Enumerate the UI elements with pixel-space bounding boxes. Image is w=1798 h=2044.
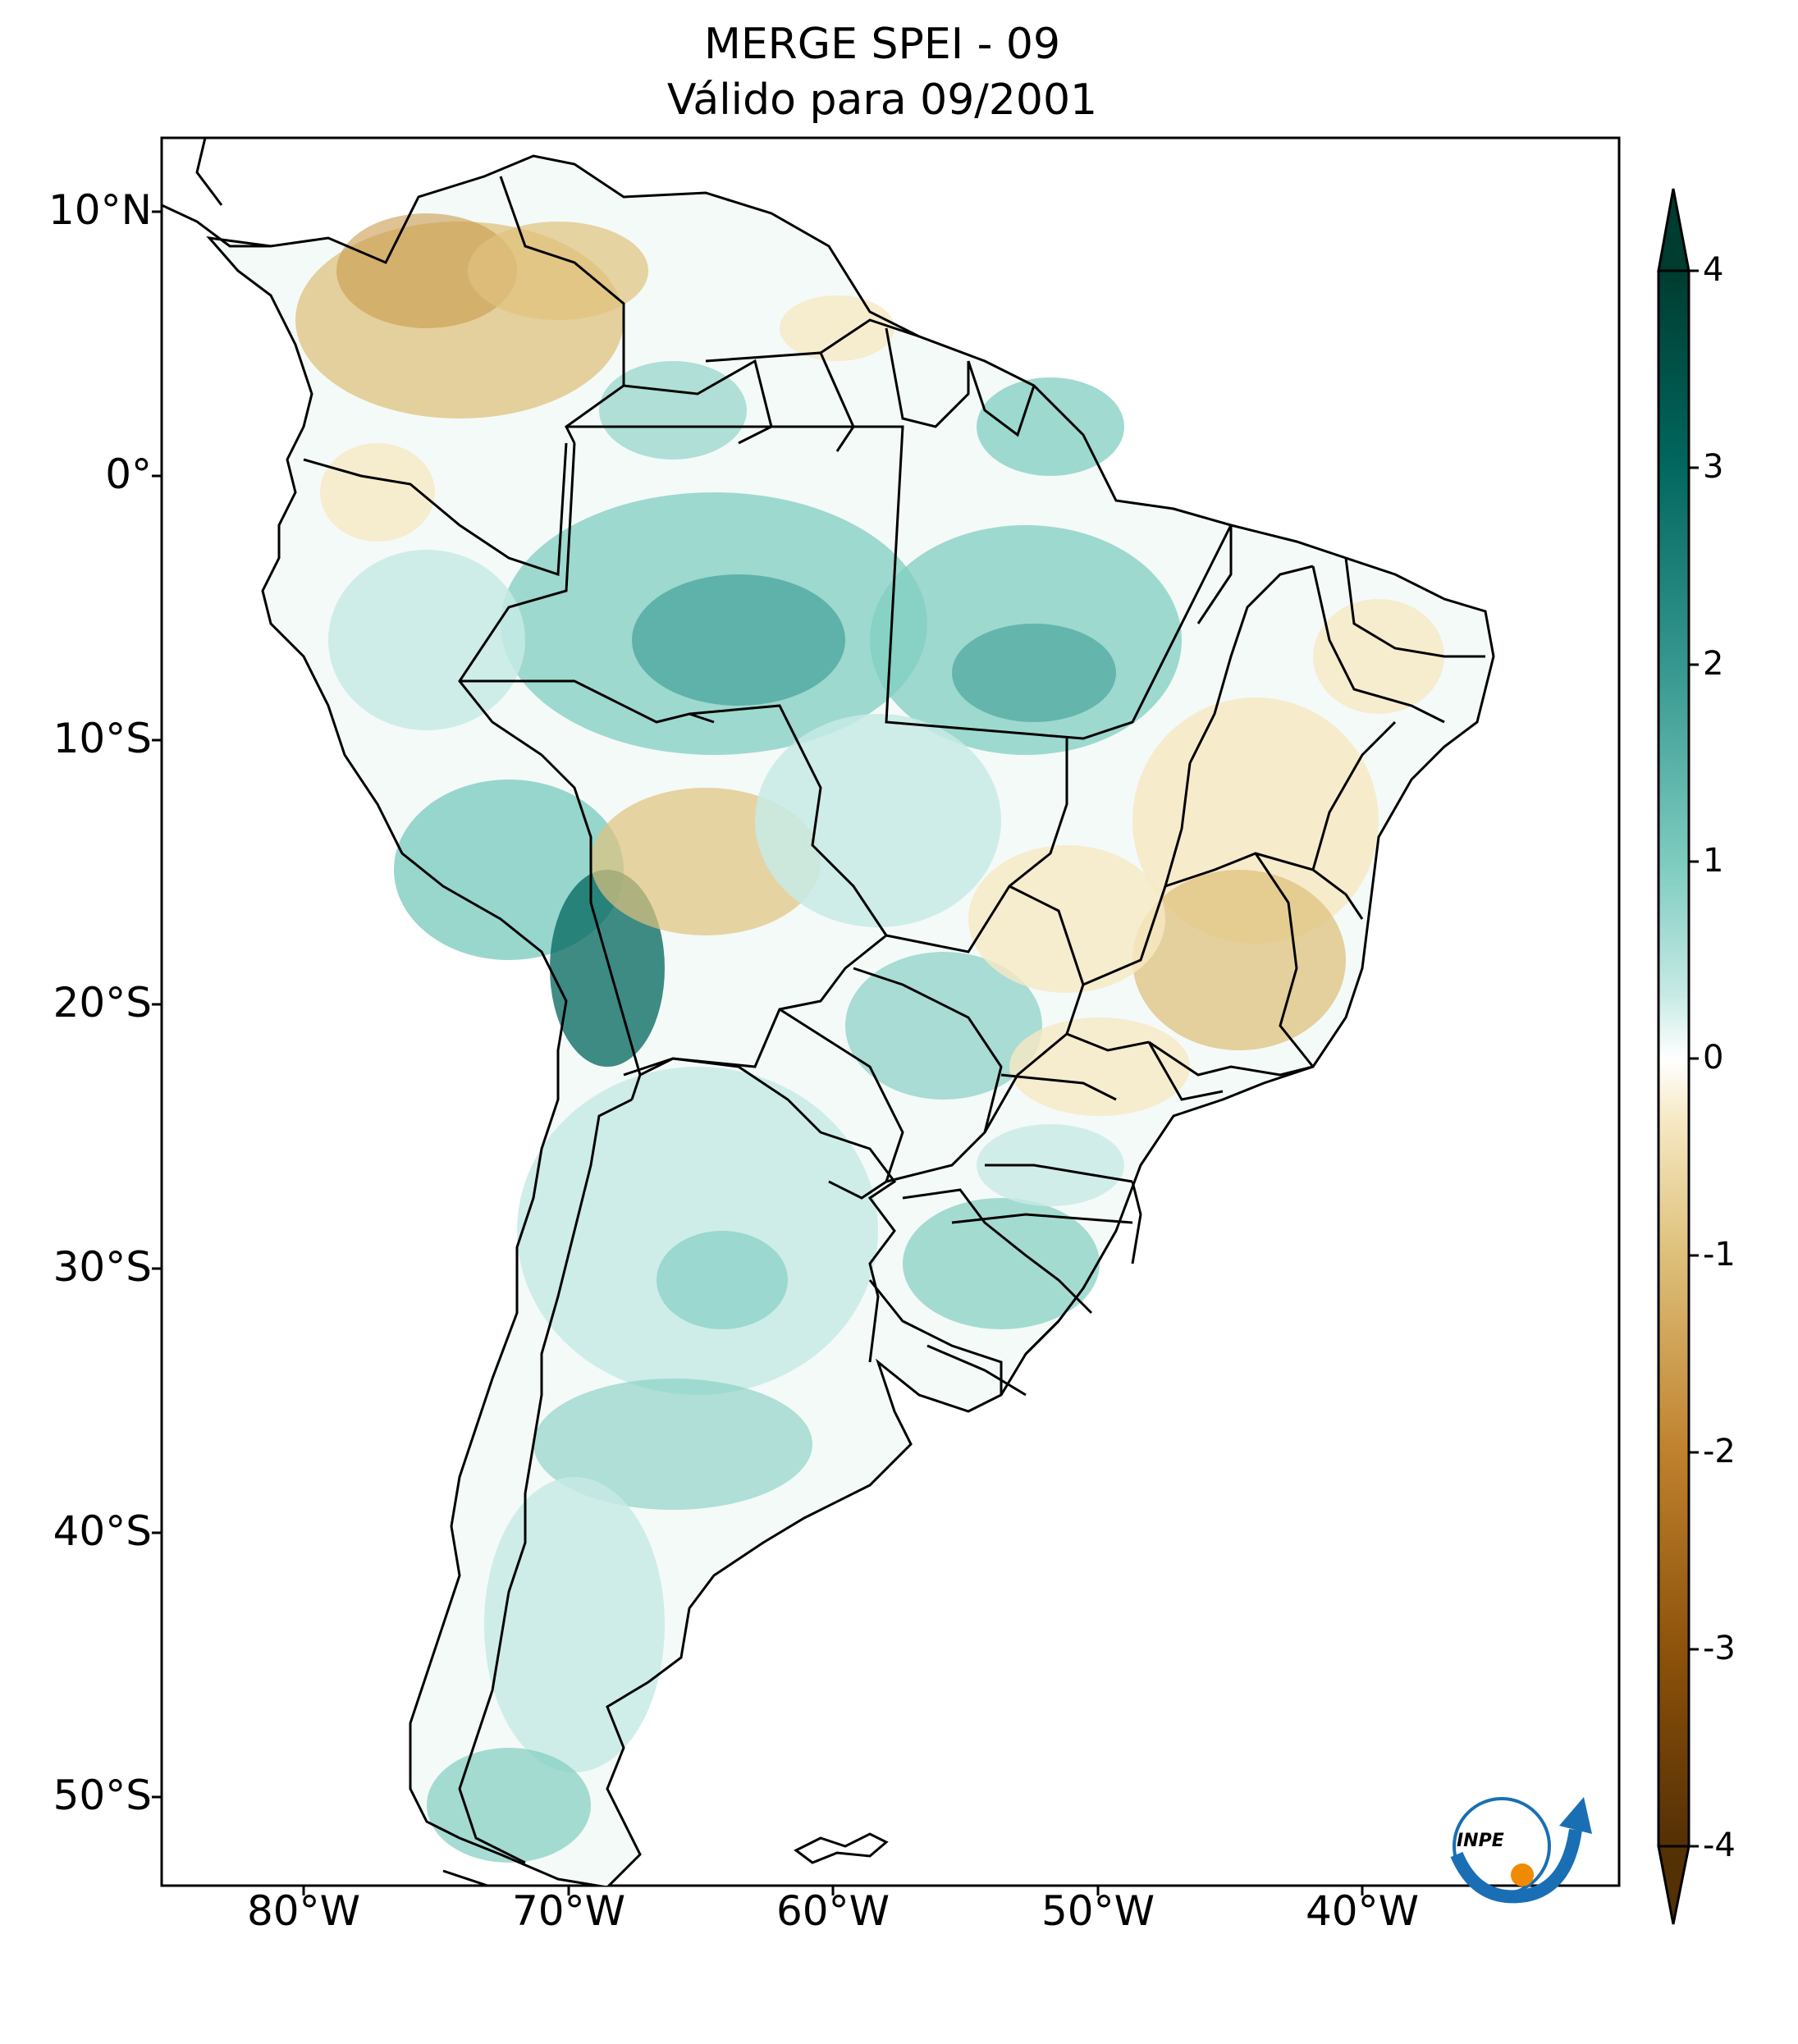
map-content	[162, 138, 1495, 1886]
wet-anomaly-mato-grosso-sul	[845, 952, 1042, 1100]
axis-ticks	[152, 210, 1364, 1895]
lon-label-40w: 40°W	[1305, 1887, 1420, 1935]
lon-label-60w: 60°W	[775, 1887, 890, 1935]
dry-anomaly-goias	[968, 845, 1165, 993]
falkland-islands	[794, 1832, 889, 1864]
lon-label-50w: 50°W	[1041, 1887, 1155, 1935]
inpe-logo-swoosh	[1450, 1828, 1582, 1904]
colorbar-min-arrow	[1657, 1845, 1690, 1925]
wet-anomaly-mato-grosso	[755, 714, 1001, 927]
lat-label-50s: 50°S	[53, 1772, 152, 1819]
wet-anomaly-patagonia	[484, 1477, 665, 1772]
colorbar-label-0: 0	[1703, 1039, 1724, 1077]
lat-label-40s: 40°S	[53, 1507, 152, 1555]
lat-label-0: 0°	[105, 450, 152, 498]
wet-anomaly-para-core	[952, 624, 1116, 722]
colorbar-label-3: 3	[1703, 448, 1724, 486]
inpe-logo-text: INPE	[1457, 1831, 1504, 1851]
coastline	[206, 154, 1495, 1886]
colorbar	[1657, 188, 1699, 1925]
lat-label-30s: 30°S	[53, 1243, 152, 1291]
colorbar-label-neg1: -1	[1703, 1236, 1736, 1273]
colorbar-max-arrow	[1657, 188, 1690, 272]
dry-anomaly-nordeste	[1313, 599, 1444, 714]
dry-anomaly-ecuador	[320, 443, 435, 542]
colorbar-label-4: 4	[1703, 251, 1724, 289]
inpe-logo-dot	[1511, 1863, 1534, 1886]
colorbar-label-neg2: -2	[1703, 1433, 1736, 1470]
lon-label-80w: 80°W	[246, 1887, 361, 1935]
lat-label-10n: 10°N	[48, 186, 152, 234]
colorbar-gradient	[1657, 269, 1690, 1848]
map-subtitle: Válido para 09/2001	[666, 75, 1098, 125]
dry-anomaly-venezuela	[468, 222, 648, 320]
dry-anomaly-minas	[1132, 870, 1346, 1050]
wet-anomaly-amapa	[977, 377, 1124, 476]
wet-anomaly-parana	[977, 1124, 1124, 1206]
lat-label-10s: 10°S	[53, 715, 152, 762]
colorbar-label-1: 1	[1703, 842, 1724, 880]
inpe-logo: INPE	[1450, 1797, 1592, 1904]
wet-anomaly-rio-grande-sul	[903, 1198, 1100, 1329]
wet-anomaly-tierra-del-fuego	[427, 1748, 591, 1863]
colorbar-label-neg3: -3	[1703, 1630, 1736, 1667]
inpe-logo-arrow	[1559, 1797, 1592, 1834]
wet-anomaly-amazon-core	[632, 574, 845, 706]
colorbar-label-2: 2	[1703, 645, 1724, 683]
dry-anomaly-guyana	[780, 295, 894, 361]
political-borders	[303, 176, 1485, 1886]
wet-anomaly-argentina-core	[657, 1231, 788, 1329]
colorbar-label-neg4: -4	[1703, 1827, 1736, 1864]
lat-label-20s: 20°S	[53, 979, 152, 1027]
wet-anomaly-peru-north	[328, 550, 525, 730]
lon-label-70w: 70°W	[511, 1887, 626, 1935]
dry-anomaly-colombia-core	[336, 213, 517, 328]
map-title: MERGE SPEI - 09	[703, 20, 1061, 69]
central-america-outline	[162, 138, 271, 248]
wet-anomaly-argentina-north	[517, 1067, 878, 1395]
wet-anomaly-roraima	[599, 361, 747, 460]
wet-anomaly-pampas	[533, 1379, 812, 1510]
